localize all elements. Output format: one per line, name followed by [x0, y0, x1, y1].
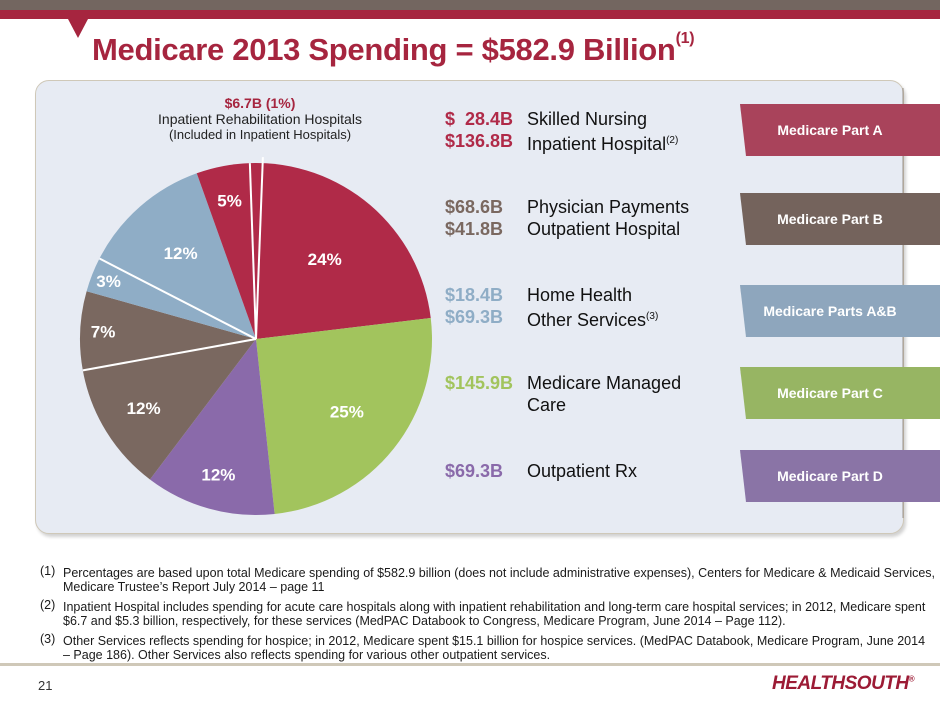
pie-label-outpatient-rx: 12%: [201, 466, 235, 485]
legend-label: Outpatient Hospital: [527, 218, 680, 240]
footnote-number: (1): [40, 564, 56, 578]
legend-label-text: Skilled Nursing: [527, 109, 648, 129]
pie-label-physician-payments: 12%: [127, 399, 161, 418]
legend-footnote-ref: (2): [666, 135, 679, 146]
page-title-text: Medicare 2013 Spending = $582.9 Billion: [92, 32, 676, 67]
legend-label-text: Home Health: [527, 285, 633, 305]
tag-label: Medicare Part A: [777, 122, 883, 138]
tag-label: Medicare Parts A&B: [763, 303, 897, 319]
pie-label-medicare-managed-care: 25%: [330, 402, 364, 421]
legend-label-text: Medicare Managed: [527, 373, 682, 393]
pie-slice-skilled-nursing: [196, 163, 256, 339]
footnote-text: Percentages are based upon total Medicar…: [63, 566, 936, 594]
pie-slice-home-health: [86, 258, 256, 339]
legend-label: Home Health: [527, 284, 632, 306]
legend-footnote-ref: (3): [646, 311, 659, 322]
header-band-gray: [0, 0, 940, 10]
tag-label: Medicare Part B: [777, 211, 883, 227]
pie-slice-outpatient-hospital: [80, 291, 256, 371]
irf-callout: $6.7B (1%) Inpatient Rehabilitation Hosp…: [130, 95, 390, 143]
legend-label: Other Services(3): [527, 306, 658, 331]
legend-row: $ 28.4B Skilled Nursing: [445, 108, 647, 130]
tag-medicare-part-d: Medicare Part D: [740, 450, 940, 502]
header-band-red: [0, 10, 940, 19]
legend-value: $136.8B: [445, 131, 514, 151]
footnote: (1) Percentages are based upon total Medi…: [40, 564, 936, 594]
legend-value: $41.8B: [445, 219, 504, 239]
page-title: Medicare 2013 Spending = $582.9 Billion(…: [92, 30, 695, 68]
tag-medicare-parts-a-b: Medicare Parts A&B: [740, 285, 940, 337]
legend-value: $ 28.4B: [445, 109, 514, 129]
pie-label-outpatient-hospital: 7%: [91, 323, 116, 342]
legend-row: $69.3B Other Services(3): [445, 306, 658, 331]
pie-label-skilled-nursing: 5%: [217, 192, 242, 211]
footer-divider: [0, 663, 940, 666]
legend-label-text: Physician Payments: [527, 197, 690, 217]
irf-callout-line1: Inpatient Rehabilitation Hospitals: [158, 111, 362, 127]
legend-value: $18.4B: [445, 285, 504, 305]
legend-label-text: Other Services: [527, 310, 647, 330]
legend-value: $69.3B: [445, 461, 504, 481]
footnotes: (1) Percentages are based upon total Medi…: [40, 564, 936, 668]
pie-slice-physician-payments: [82, 339, 256, 480]
legend-row: $145.9B Medicare Managed Care: [445, 372, 681, 416]
legend-label: Inpatient Hospital(2): [527, 130, 678, 155]
pie-divider-line: [99, 257, 257, 340]
legend-row: $68.6B Physician Payments: [445, 196, 689, 218]
page-number: 21: [38, 678, 53, 693]
pie-slice-inpatient-hospital: [249, 162, 431, 339]
legend-row: $69.3B Outpatient Rx: [445, 460, 637, 482]
legend-label-text-line2: Care: [527, 395, 567, 415]
footnote-number: (3): [40, 632, 56, 646]
pie-slice-other-services: [99, 173, 256, 339]
irf-callout-line2: (Included in Inpatient Hospitals): [168, 127, 352, 142]
footnote: (3) Other Services reflects spending for …: [40, 632, 935, 662]
tag-label: Medicare Part C: [777, 385, 883, 401]
tag-medicare-part-c: Medicare Part C: [740, 367, 940, 419]
legend-row: $136.8B Inpatient Hospital(2): [445, 130, 678, 155]
legend-value: $68.6B: [445, 197, 504, 217]
legend-label-text: Inpatient Hospital: [527, 134, 667, 154]
legend-label: Skilled Nursing: [527, 108, 647, 130]
pie-divider-line: [248, 163, 257, 340]
legend-value: $69.3B: [445, 307, 504, 327]
pie-divider-line: [82, 338, 257, 372]
title-footnote-ref: (1): [675, 30, 695, 47]
legend-label: Physician Payments: [527, 196, 689, 218]
tag-medicare-part-b: Medicare Part B: [740, 193, 940, 245]
legend-label-text: Outpatient Rx: [527, 461, 638, 481]
pie-label-other-services: 12%: [164, 244, 198, 263]
pie-slice-medicare-managed-care: [256, 317, 433, 515]
pie-label-inpatient-hospital: 24%: [308, 250, 342, 269]
logo-text: HEALTHSOUTH: [772, 673, 909, 694]
footnote-text: Inpatient Hospital includes spending for…: [63, 600, 926, 628]
legend-label: Outpatient Rx: [527, 460, 637, 482]
footnote: (2) Inpatient Hospital includes spending …: [40, 598, 935, 628]
tag-label: Medicare Part D: [777, 468, 883, 484]
legend-label: Medicare Managed Care: [527, 372, 681, 416]
header-notch: [68, 19, 88, 38]
pie-label-home-health: 3%: [96, 272, 121, 291]
pie-slice-outpatient-rx: [149, 339, 275, 515]
footnote-number: (2): [40, 598, 56, 612]
irf-highlight-line: [255, 157, 264, 340]
irf-callout-amount: $6.7B (1%): [224, 95, 296, 111]
footnote-text: Other Services reflects spending for hos…: [63, 634, 926, 662]
legend-row: $41.8B Outpatient Hospital: [445, 218, 680, 240]
tag-medicare-part-a: Medicare Part A: [740, 104, 940, 156]
healthsouth-logo: HEALTHSOUTH®: [772, 673, 915, 695]
legend-row: $18.4B Home Health: [445, 284, 632, 306]
legend-value: $145.9B: [445, 373, 514, 393]
logo-registered-mark: ®: [908, 674, 915, 684]
legend-label-text: Outpatient Hospital: [527, 219, 681, 239]
